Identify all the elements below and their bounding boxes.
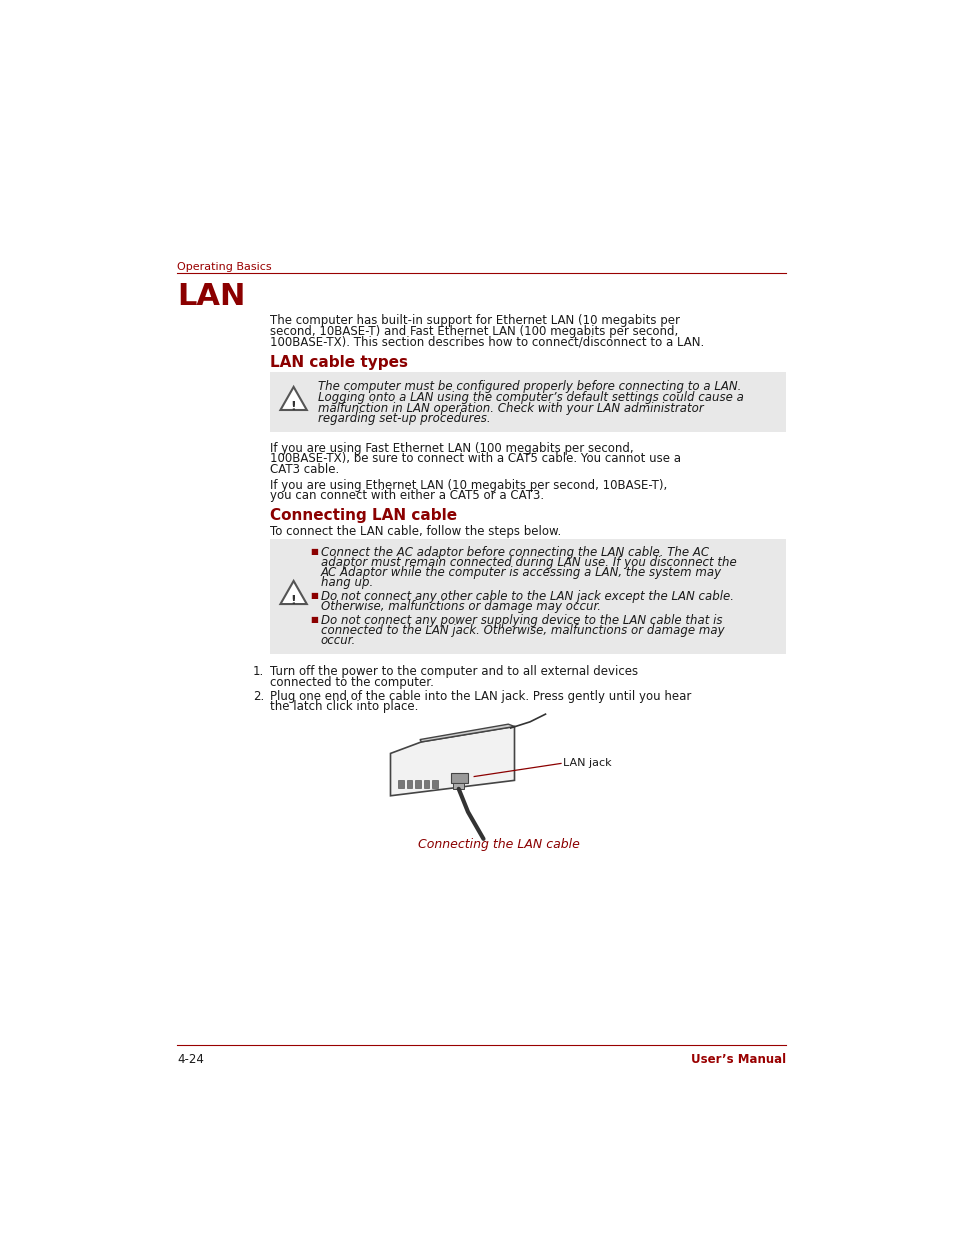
Text: regarding set-up procedures.: regarding set-up procedures.: [318, 412, 491, 425]
Text: hang up.: hang up.: [320, 577, 373, 589]
Text: Connect the AC adaptor before connecting the LAN cable. The AC: Connect the AC adaptor before connecting…: [320, 546, 708, 559]
Bar: [406, 781, 412, 788]
Text: To connect the LAN cable, follow the steps below.: To connect the LAN cable, follow the ste…: [270, 525, 561, 537]
Bar: [415, 781, 420, 788]
Text: LAN: LAN: [177, 282, 246, 311]
Text: Do not connect any power supplying device to the LAN cable that is: Do not connect any power supplying devic…: [320, 614, 721, 627]
Text: Connecting the LAN cable: Connecting the LAN cable: [417, 839, 579, 851]
Text: ■: ■: [311, 615, 318, 624]
Text: connected to the LAN jack. Otherwise, malfunctions or damage may: connected to the LAN jack. Otherwise, ma…: [320, 624, 723, 637]
Text: 4-24: 4-24: [177, 1053, 204, 1066]
Text: adaptor must remain connected during LAN use. If you disconnect the: adaptor must remain connected during LAN…: [320, 556, 736, 569]
Text: second, 10BASE-T) and Fast Ethernet LAN (100 megabits per second,: second, 10BASE-T) and Fast Ethernet LAN …: [270, 325, 678, 337]
Text: malfunction in LAN operation. Check with your LAN administrator: malfunction in LAN operation. Check with…: [318, 401, 703, 415]
Text: User’s Manual: User’s Manual: [690, 1053, 785, 1066]
Polygon shape: [419, 724, 514, 742]
Text: occur.: occur.: [320, 634, 355, 647]
Text: The computer must be configured properly before connecting to a LAN.: The computer must be configured properly…: [318, 380, 741, 393]
Text: If you are using Fast Ethernet LAN (100 megabits per second,: If you are using Fast Ethernet LAN (100 …: [270, 442, 634, 454]
Text: LAN cable types: LAN cable types: [270, 356, 408, 370]
Text: LAN jack: LAN jack: [562, 758, 611, 768]
Text: Logging onto a LAN using the computer’s default settings could cause a: Logging onto a LAN using the computer’s …: [318, 390, 743, 404]
Text: Connecting LAN cable: Connecting LAN cable: [270, 508, 457, 522]
Text: ■: ■: [311, 547, 318, 556]
Bar: [432, 781, 437, 788]
Text: !: !: [291, 400, 296, 412]
Polygon shape: [280, 387, 307, 410]
Text: If you are using Ethernet LAN (10 megabits per second, 10BASE-T),: If you are using Ethernet LAN (10 megabi…: [270, 478, 667, 492]
Polygon shape: [280, 580, 307, 604]
Text: Turn off the power to the computer and to all external devices: Turn off the power to the computer and t…: [270, 664, 638, 678]
Text: ■: ■: [311, 592, 318, 600]
FancyBboxPatch shape: [270, 372, 785, 432]
Text: the latch click into place.: the latch click into place.: [270, 700, 418, 714]
FancyBboxPatch shape: [270, 538, 785, 655]
Bar: [453, 783, 464, 789]
Text: 100BASE-TX), be sure to connect with a CAT5 cable. You cannot use a: 100BASE-TX), be sure to connect with a C…: [270, 452, 680, 466]
Text: 1.: 1.: [253, 664, 264, 678]
Polygon shape: [390, 726, 514, 795]
Bar: [423, 781, 429, 788]
Text: !: !: [291, 594, 296, 606]
Text: you can connect with either a CAT5 or a CAT3.: you can connect with either a CAT5 or a …: [270, 489, 544, 503]
Text: Plug one end of the cable into the LAN jack. Press gently until you hear: Plug one end of the cable into the LAN j…: [270, 689, 691, 703]
Text: connected to the computer.: connected to the computer.: [270, 676, 434, 689]
Text: Do not connect any other cable to the LAN jack except the LAN cable.: Do not connect any other cable to the LA…: [320, 590, 733, 603]
Bar: [397, 781, 403, 788]
Text: The computer has built-in support for Ethernet LAN (10 megabits per: The computer has built-in support for Et…: [270, 314, 679, 327]
Text: AC Adaptor while the computer is accessing a LAN, the system may: AC Adaptor while the computer is accessi…: [320, 567, 721, 579]
Text: 100BASE-TX). This section describes how to connect/disconnect to a LAN.: 100BASE-TX). This section describes how …: [270, 336, 704, 348]
Text: 2.: 2.: [253, 689, 264, 703]
Bar: [451, 773, 468, 783]
Text: Operating Basics: Operating Basics: [177, 262, 272, 272]
Text: Otherwise, malfunctions or damage may occur.: Otherwise, malfunctions or damage may oc…: [320, 600, 600, 614]
Text: CAT3 cable.: CAT3 cable.: [270, 463, 339, 477]
